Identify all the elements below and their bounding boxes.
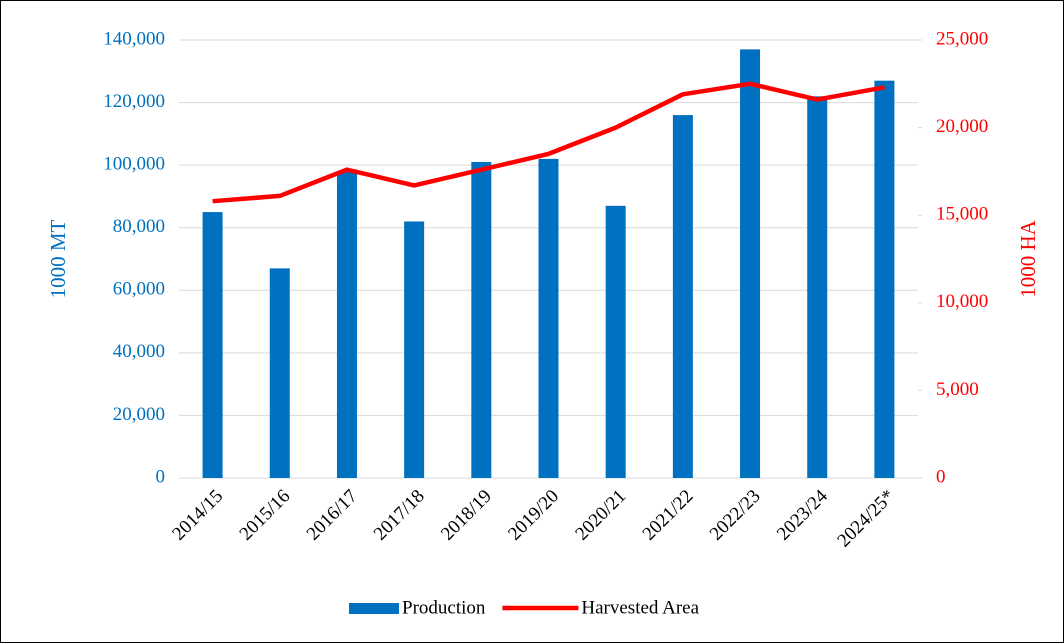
bar bbox=[336, 171, 357, 478]
bar bbox=[404, 221, 425, 478]
y2-tick-label: 10,000 bbox=[936, 291, 988, 312]
y2-tick-label: 25,000 bbox=[936, 28, 988, 49]
line bbox=[212, 81, 885, 204]
y2-tick-label: 0 bbox=[936, 466, 946, 487]
bar bbox=[202, 212, 223, 479]
y2-tick-label: 15,000 bbox=[936, 204, 988, 225]
y-tick-label: 40,000 bbox=[113, 341, 165, 362]
y-tick-label: 0 bbox=[156, 466, 166, 487]
bar bbox=[672, 115, 693, 478]
y2-axis-label: 1000 HA bbox=[1016, 219, 1040, 297]
bar bbox=[538, 158, 559, 478]
legend-label: Harvested Area bbox=[581, 597, 699, 618]
bar bbox=[269, 268, 290, 478]
y-tick-label: 100,000 bbox=[103, 154, 165, 175]
y2-tick-label: 20,000 bbox=[936, 116, 988, 137]
bar bbox=[807, 96, 828, 479]
bar bbox=[740, 49, 761, 479]
bar bbox=[471, 162, 492, 478]
y2-tick-label: 5,000 bbox=[936, 379, 979, 400]
y-axis-label: 1000 MT bbox=[46, 219, 70, 298]
y-tick-label: 60,000 bbox=[113, 279, 165, 300]
y-tick-label: 80,000 bbox=[113, 216, 165, 237]
y-tick-label: 140,000 bbox=[103, 28, 165, 49]
bar bbox=[874, 80, 895, 479]
legend-label: Production bbox=[402, 597, 486, 618]
legend-swatch bbox=[349, 603, 399, 614]
bar bbox=[605, 205, 626, 479]
y-tick-label: 20,000 bbox=[113, 404, 165, 425]
y-tick-label: 120,000 bbox=[103, 91, 165, 112]
